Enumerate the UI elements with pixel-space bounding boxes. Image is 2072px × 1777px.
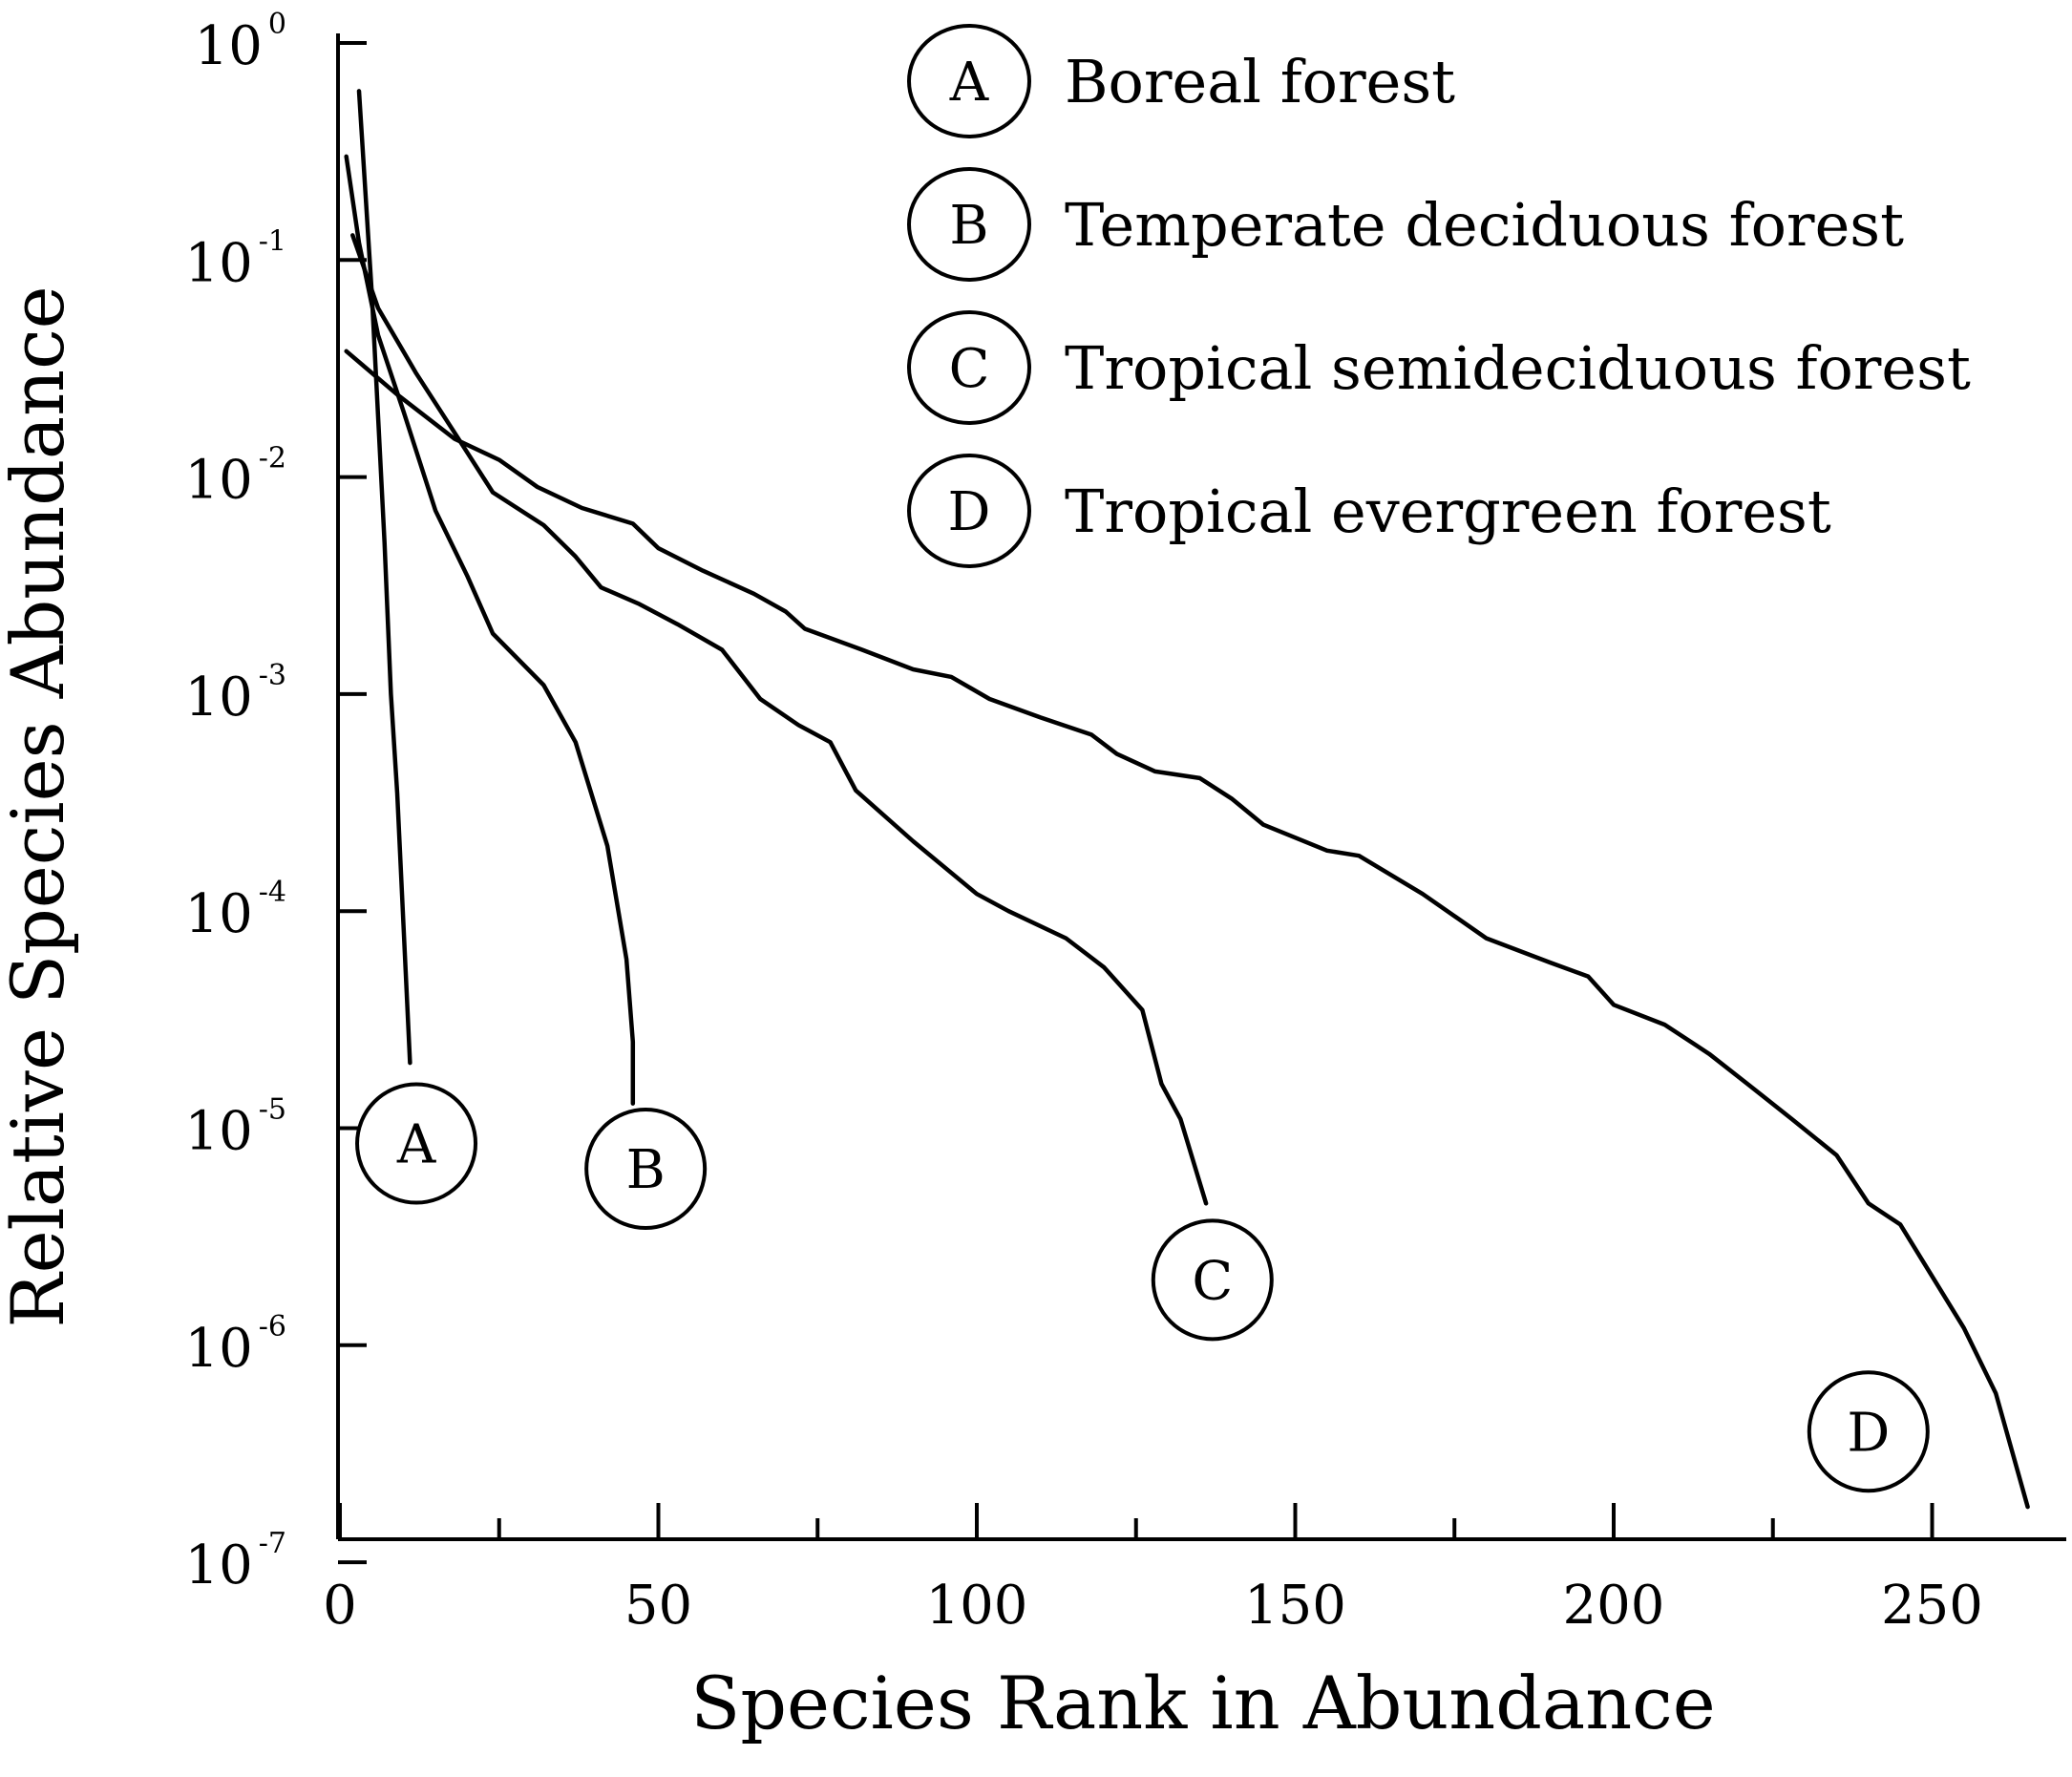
- x-tick-label: 0: [323, 1575, 357, 1637]
- y-tick-label: 10 -1: [185, 224, 287, 294]
- curve-label-C: C: [1192, 1250, 1233, 1312]
- curve-label-D: D: [1847, 1402, 1890, 1464]
- x-tick-label: 50: [624, 1575, 692, 1637]
- y-tick-label: 10 -2: [185, 442, 287, 512]
- legend-entry-D: Tropical evergreen forest: [1065, 476, 1831, 546]
- curve-label-circle-B: [584, 1108, 708, 1231]
- legend-key-A: A: [949, 52, 989, 114]
- series-line-C: [350, 233, 1209, 1206]
- axes: [336, 33, 2066, 1541]
- y-tick-label: 10 -6: [185, 1310, 287, 1380]
- series-line-D: [344, 349, 2030, 1510]
- y-tick-label: 10 -3: [185, 659, 287, 729]
- tick-marks: 10 0 10 -1 10 -2 10 -3 10 -4 10 -5 10 -6 10 -7 0 50 100 150…: [185, 8, 1983, 1637]
- series-line-B: [344, 154, 636, 1106]
- legend-entry-A: Boreal forest: [1065, 47, 1455, 116]
- y-tick-label: 10 -7: [185, 1527, 287, 1597]
- series-line-A: [356, 89, 412, 1066]
- y-tick-label: 10 0: [195, 8, 286, 77]
- curve-label-A: A: [396, 1114, 436, 1176]
- legend-key-circle-C: [907, 310, 1031, 425]
- x-tick-label: 250: [1881, 1575, 1983, 1637]
- x-tick-label: 150: [1244, 1575, 1346, 1637]
- legend-key-B: B: [949, 195, 988, 257]
- legend: A Boreal forest B Temperate deciduous fores…: [907, 24, 1971, 568]
- series-lines: [344, 89, 2030, 1510]
- x-tick-label: 100: [926, 1575, 1028, 1637]
- curve-label-B: B: [626, 1139, 666, 1201]
- legend-key-D: D: [948, 481, 991, 543]
- y-tick-label: 10 -4: [185, 876, 287, 945]
- y-tick-label: 10 -5: [185, 1093, 287, 1163]
- curve-label-circle-D: [1807, 1370, 1930, 1493]
- legend-key-circle-D: [907, 454, 1031, 568]
- legend-key-circle-A: [907, 24, 1031, 138]
- x-axis-title: Species Rank in Abundance: [690, 1661, 1715, 1745]
- curve-labels: A B C D: [355, 1082, 1930, 1493]
- legend-key-C: C: [949, 338, 990, 400]
- curve-label-circle-C: [1151, 1218, 1274, 1342]
- legend-entry-C: Tropical semideciduous forest: [1065, 333, 1971, 403]
- x-tick-label: 200: [1563, 1575, 1665, 1637]
- legend-key-circle-B: [907, 167, 1031, 282]
- legend-entry-B: Temperate deciduous forest: [1065, 190, 1904, 260]
- curve-label-circle-A: [355, 1082, 478, 1205]
- y-axis-title: Relative Species Abundance: [0, 286, 80, 1327]
